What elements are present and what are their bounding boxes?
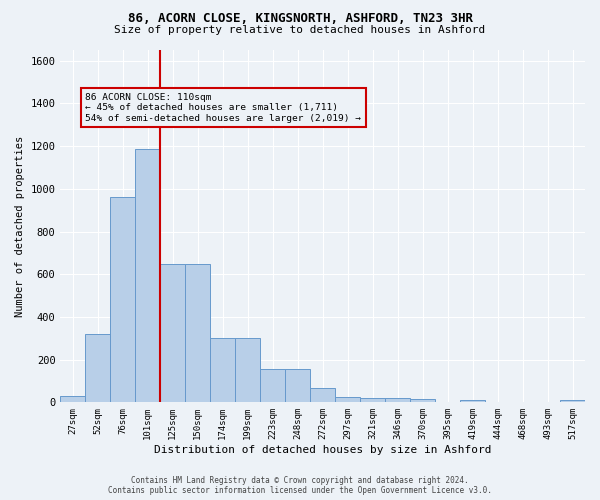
Bar bbox=[160, 264, 185, 402]
Bar bbox=[335, 397, 360, 402]
Bar bbox=[360, 398, 385, 402]
Bar bbox=[210, 338, 235, 402]
Bar bbox=[260, 369, 285, 402]
Bar bbox=[285, 369, 310, 402]
Bar bbox=[560, 400, 585, 402]
Text: Contains HM Land Registry data © Crown copyright and database right 2024.
Contai: Contains HM Land Registry data © Crown c… bbox=[108, 476, 492, 495]
Bar bbox=[185, 264, 210, 402]
Bar bbox=[460, 400, 485, 402]
X-axis label: Distribution of detached houses by size in Ashford: Distribution of detached houses by size … bbox=[154, 445, 491, 455]
Text: Size of property relative to detached houses in Ashford: Size of property relative to detached ho… bbox=[115, 25, 485, 35]
Text: 86 ACORN CLOSE: 110sqm
← 45% of detached houses are smaller (1,711)
54% of semi-: 86 ACORN CLOSE: 110sqm ← 45% of detached… bbox=[85, 92, 361, 122]
Bar bbox=[310, 388, 335, 402]
Bar bbox=[85, 334, 110, 402]
Y-axis label: Number of detached properties: Number of detached properties bbox=[15, 136, 25, 317]
Bar bbox=[385, 398, 410, 402]
Bar bbox=[110, 198, 136, 402]
Text: 86, ACORN CLOSE, KINGSNORTH, ASHFORD, TN23 3HR: 86, ACORN CLOSE, KINGSNORTH, ASHFORD, TN… bbox=[128, 12, 473, 26]
Bar bbox=[136, 150, 160, 402]
Bar bbox=[61, 396, 85, 402]
Bar bbox=[410, 399, 435, 402]
Bar bbox=[235, 338, 260, 402]
